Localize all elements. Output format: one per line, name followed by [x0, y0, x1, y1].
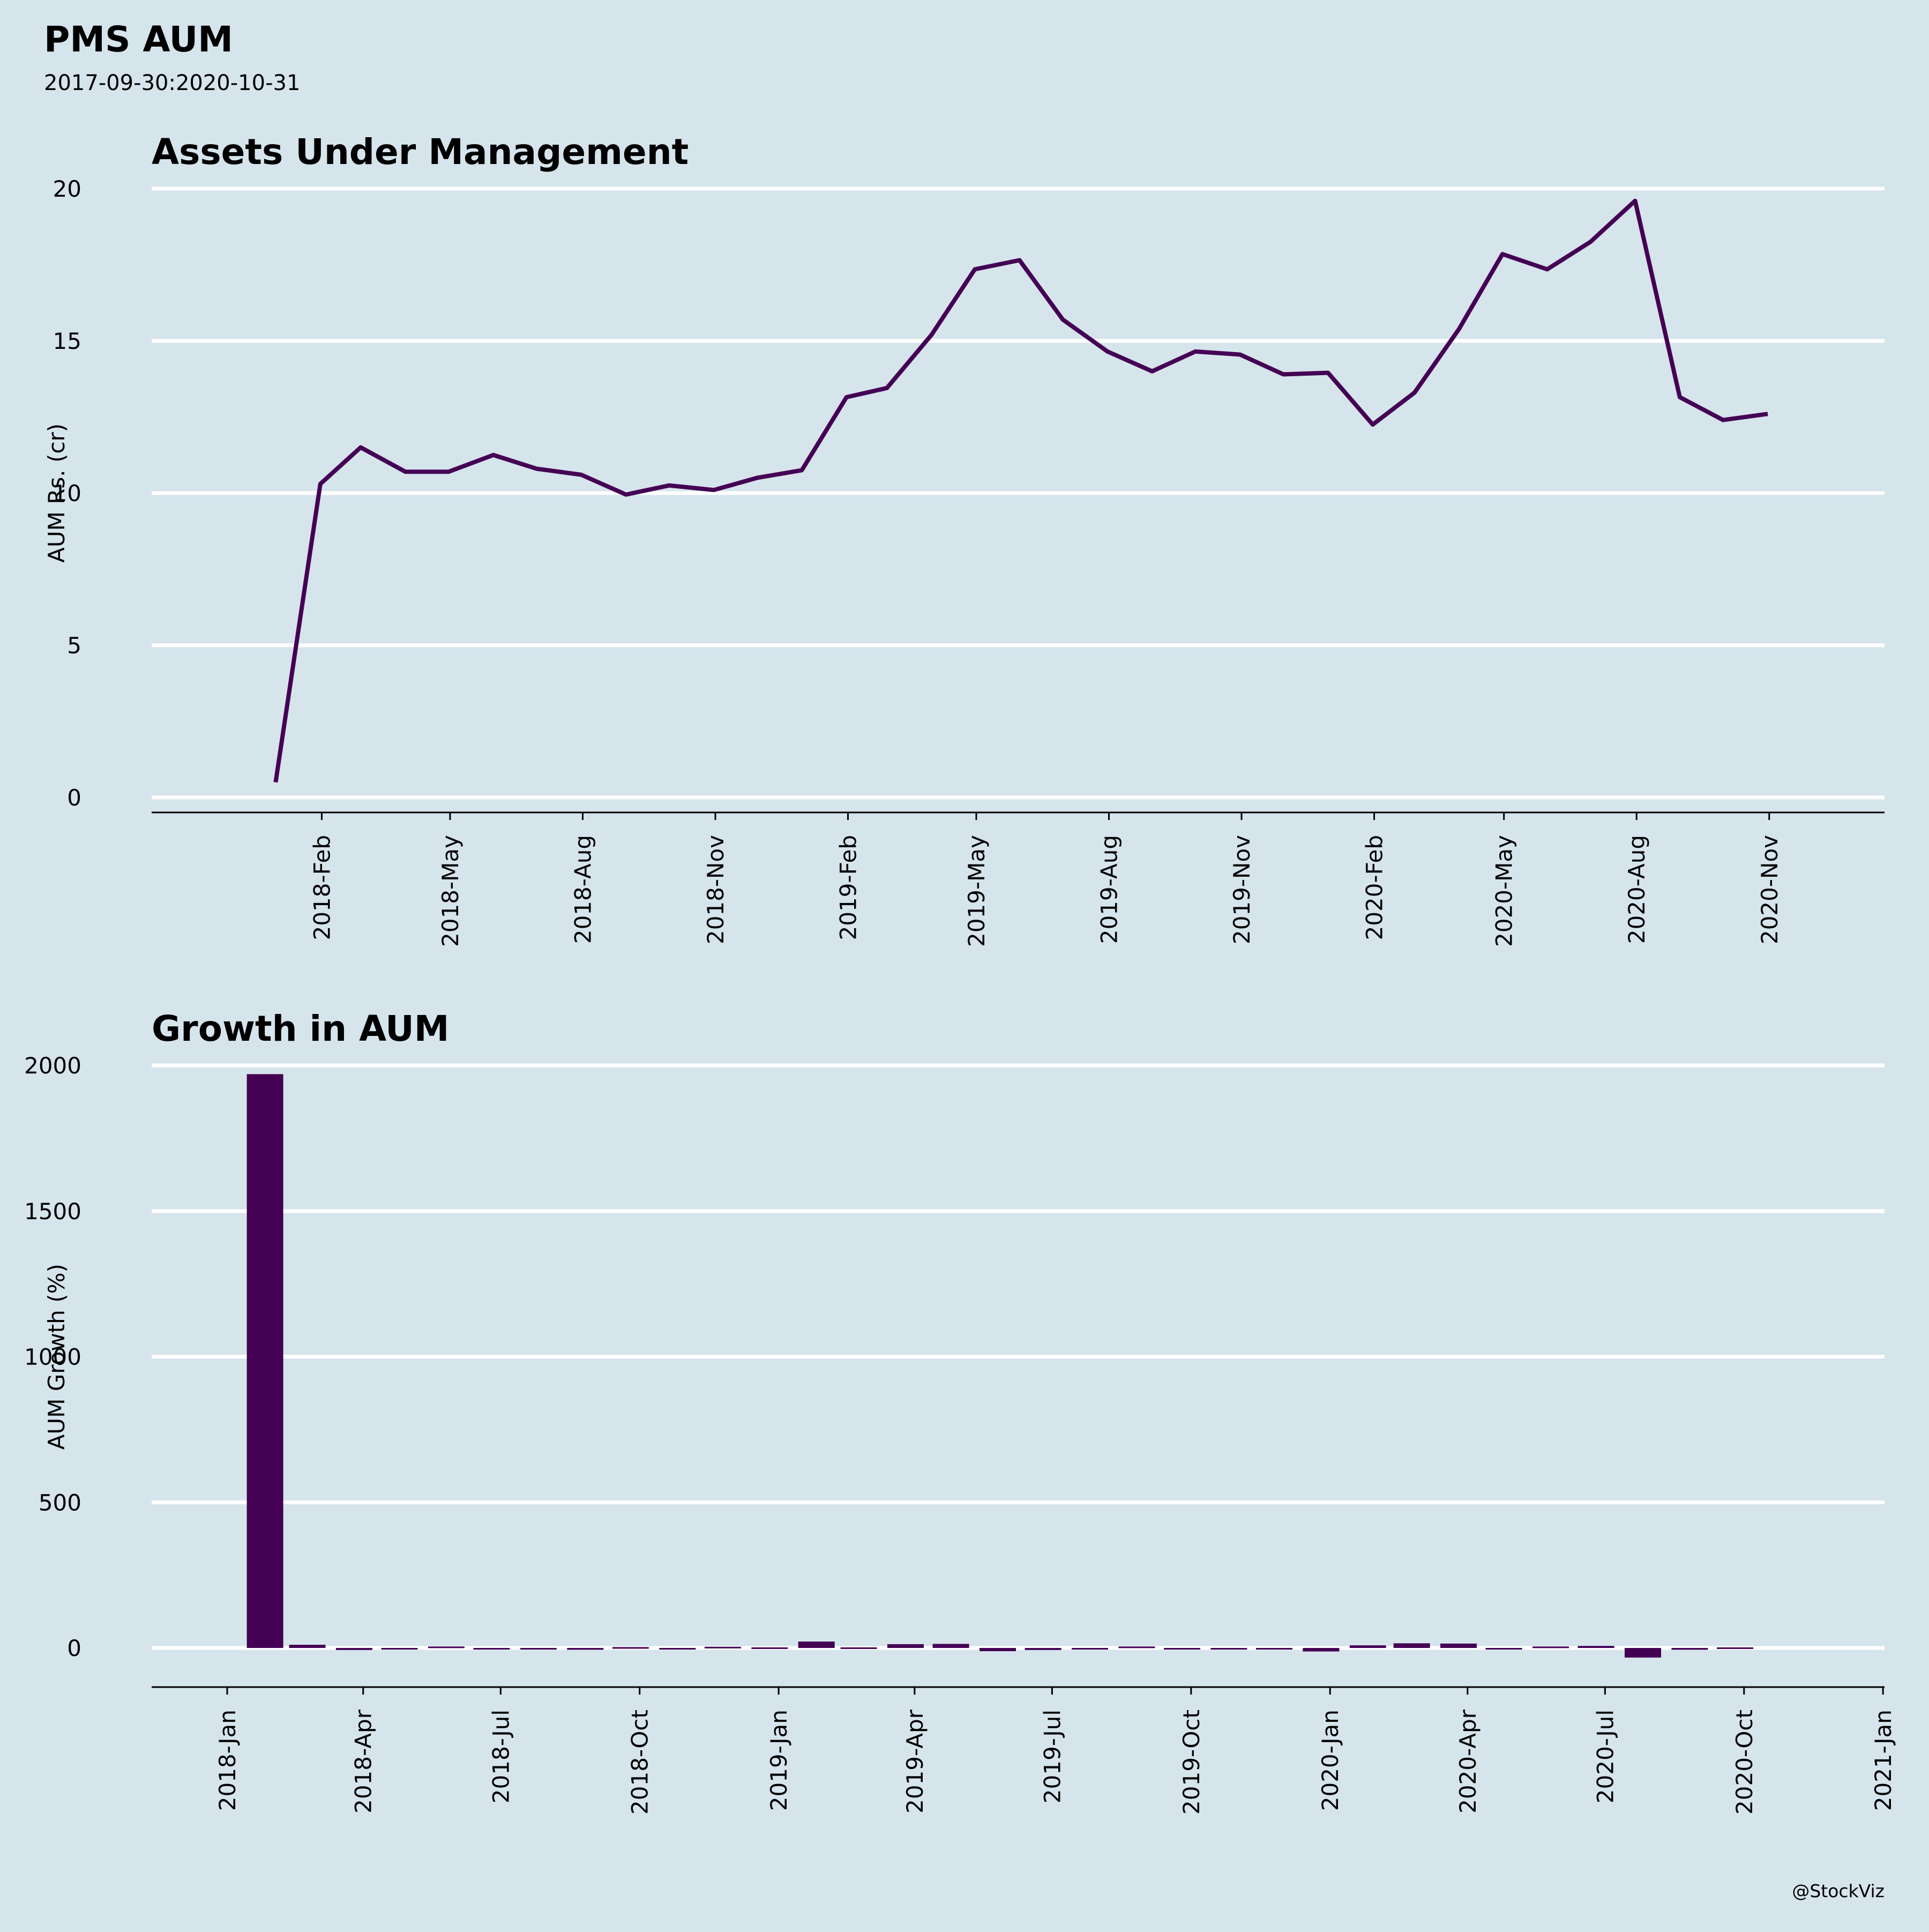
y-tick-label: 0 [67, 785, 81, 811]
panel-title-aum: Assets Under Management [152, 131, 689, 173]
x-tick-label: 2018-Jul [488, 1710, 514, 1803]
x-tick-label: 2020-Aug [1624, 835, 1650, 944]
y-tick-label: 0 [67, 1635, 81, 1661]
growth-bar [1393, 1643, 1430, 1648]
growth-bar [1577, 1646, 1614, 1648]
x-tick-label: 2018-Jan [214, 1710, 241, 1811]
growth-bar [1532, 1646, 1569, 1648]
figure-title: PMS AUM [44, 19, 233, 60]
x-tick-label: 2020-Jul [1592, 1710, 1618, 1803]
growth-bar [1072, 1648, 1108, 1650]
growth-bar [1256, 1648, 1292, 1650]
growth-bar [1671, 1648, 1708, 1650]
growth-bar [1625, 1648, 1661, 1658]
aum-series-line [273, 198, 1768, 783]
growth-bar [473, 1648, 510, 1650]
x-tick-label: 2021-Jan [1870, 1710, 1896, 1811]
growth-bar [659, 1648, 696, 1650]
x-tick-label: 2019-Oct [1178, 1710, 1205, 1815]
y-axis-label-growth: AUM Growth (%) [43, 1264, 70, 1450]
growth-bar [751, 1647, 788, 1649]
figure-subtitle: 2017-09-30:2020-10-31 [44, 71, 300, 95]
growth-bar [932, 1644, 969, 1648]
x-tick-label: 2018-Aug [570, 835, 596, 944]
aum-growth-panel: Growth in AUM AUM Growth (%) 0 500 1000 1500 2… [24, 1008, 1896, 1815]
x-tick-label: 2020-Oct [1731, 1710, 1758, 1815]
y-tick-label: 5 [67, 632, 81, 659]
growth-bar [1303, 1648, 1340, 1652]
x-tick-label: 2020-Feb [1362, 835, 1388, 940]
x-tick-label: 2019-Nov [1229, 835, 1255, 944]
growth-bar [428, 1646, 465, 1648]
x-tick-label: 2020-Nov [1756, 835, 1783, 944]
growth-bar [1025, 1648, 1061, 1650]
growth-bar [887, 1644, 924, 1648]
x-tick-label: 2018-Apr [350, 1709, 377, 1814]
x-tick-label: 2019-Jul [1039, 1710, 1065, 1803]
growth-bar [840, 1647, 877, 1649]
growth-bar [567, 1648, 604, 1650]
growth-bar [246, 1074, 283, 1648]
y-tick-label: 500 [39, 1489, 81, 1516]
x-tick-label: 2019-Feb [835, 835, 862, 940]
growth-bar [798, 1642, 835, 1648]
growth-bar [335, 1648, 372, 1650]
x-tick-label: 2020-Jan [1317, 1710, 1343, 1811]
y-tick-label: 15 [53, 328, 81, 354]
panel-title-growth: Growth in AUM [152, 1008, 449, 1049]
growth-bar [381, 1648, 418, 1650]
aum-line-panel: Assets Under Management AUM Rs. (cr) 0 5 10 1… [43, 131, 1885, 947]
growth-bar [1440, 1643, 1477, 1648]
y-tick-label: 10 [53, 480, 81, 506]
growth-bar [1118, 1646, 1155, 1648]
x-tick-label: 2019-Apr [902, 1709, 928, 1814]
caption: @StockViz [1792, 1881, 1885, 1901]
x-tick-label: 2020-Apr [1455, 1709, 1481, 1814]
growth-bar [980, 1648, 1016, 1651]
y-tick-label: 2000 [24, 1053, 81, 1079]
growth-bar [704, 1646, 741, 1648]
y-axis-label-aum: AUM Rs. (cr) [43, 423, 70, 563]
x-tick-label: 2020-May [1491, 835, 1517, 947]
y-tick-label: 1500 [24, 1198, 81, 1225]
x-tick-label: 2018-Feb [309, 835, 335, 940]
x-tick-label: 2019-Jan [766, 1710, 792, 1811]
y-tick-label: 1000 [24, 1344, 81, 1370]
growth-bar [1164, 1648, 1200, 1650]
x-tick-label: 2019-May [963, 835, 990, 947]
x-tick-label: 2019-Aug [1096, 835, 1123, 944]
x-tick-label: 2018-Oct [627, 1710, 653, 1815]
x-tick-label: 2018-May [437, 835, 463, 947]
growth-bar [1717, 1647, 1753, 1649]
growth-bar [612, 1647, 649, 1649]
growth-bar [520, 1648, 557, 1650]
x-tick-label: 2018-Nov [702, 835, 729, 944]
growth-bar [289, 1645, 326, 1648]
growth-bar [1485, 1648, 1522, 1650]
growth-bar [1349, 1645, 1386, 1648]
growth-bar [1210, 1648, 1247, 1650]
y-tick-label: 20 [53, 176, 81, 202]
